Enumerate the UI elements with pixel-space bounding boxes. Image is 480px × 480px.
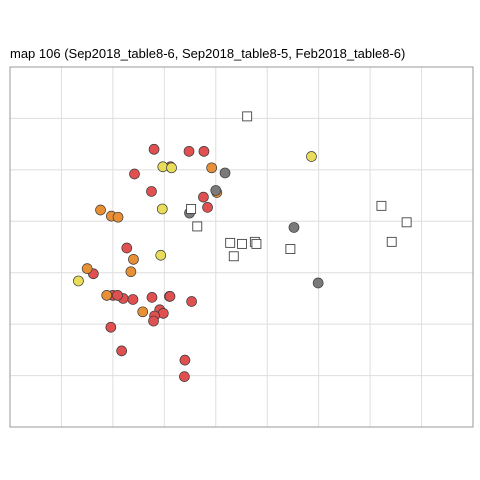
grid-lines bbox=[10, 67, 473, 427]
data-point-yellow bbox=[156, 203, 168, 215]
data-point-red bbox=[148, 315, 159, 327]
data-point-red bbox=[198, 145, 210, 157]
data-point-gray bbox=[288, 222, 300, 233]
data-point-orange bbox=[81, 263, 93, 274]
data-point-square bbox=[192, 221, 203, 232]
data-point-red bbox=[202, 202, 213, 213]
data-point-red bbox=[105, 321, 117, 333]
data-point-square bbox=[237, 238, 247, 249]
data-point-gray bbox=[312, 277, 324, 289]
data-point-red bbox=[112, 289, 123, 301]
data-point-square bbox=[228, 251, 239, 262]
data-point-red bbox=[179, 354, 191, 366]
data-point-yellow bbox=[166, 162, 177, 174]
data-point-square bbox=[251, 238, 262, 249]
data-point-orange bbox=[95, 204, 106, 216]
data-point-red bbox=[148, 143, 160, 155]
data-point-red bbox=[146, 186, 157, 197]
data-points bbox=[73, 111, 412, 382]
data-point-red bbox=[129, 168, 140, 180]
data-point-square bbox=[186, 203, 197, 214]
data-point-red bbox=[127, 294, 139, 305]
chart-title: map 106 (Sep2018_table8-6, Sep2018_table… bbox=[10, 46, 406, 61]
data-point-square bbox=[285, 244, 296, 255]
data-point-red bbox=[164, 291, 176, 302]
data-point-yellow bbox=[73, 275, 84, 287]
data-point-red bbox=[198, 191, 209, 203]
data-point-square bbox=[376, 200, 387, 211]
data-point-square bbox=[225, 237, 236, 248]
data-point-orange bbox=[137, 306, 149, 318]
data-point-red bbox=[121, 242, 133, 254]
data-point-yellow bbox=[155, 249, 167, 261]
data-point-square bbox=[242, 111, 253, 122]
data-point-yellow bbox=[306, 151, 317, 162]
data-point-gray bbox=[219, 167, 231, 179]
data-point-red bbox=[179, 371, 190, 382]
data-point-red bbox=[183, 145, 195, 157]
data-point-gray bbox=[210, 185, 222, 196]
data-point-red bbox=[146, 292, 158, 303]
data-point-square bbox=[386, 236, 397, 247]
data-point-orange bbox=[101, 289, 113, 301]
data-point-red bbox=[116, 345, 127, 357]
data-point-orange bbox=[206, 162, 218, 174]
data-point-orange bbox=[125, 266, 137, 278]
data-point-orange bbox=[128, 253, 139, 265]
data-point-orange bbox=[112, 211, 124, 223]
panel-border bbox=[9, 66, 474, 428]
data-point-red bbox=[186, 296, 197, 307]
data-point-square bbox=[401, 217, 412, 228]
